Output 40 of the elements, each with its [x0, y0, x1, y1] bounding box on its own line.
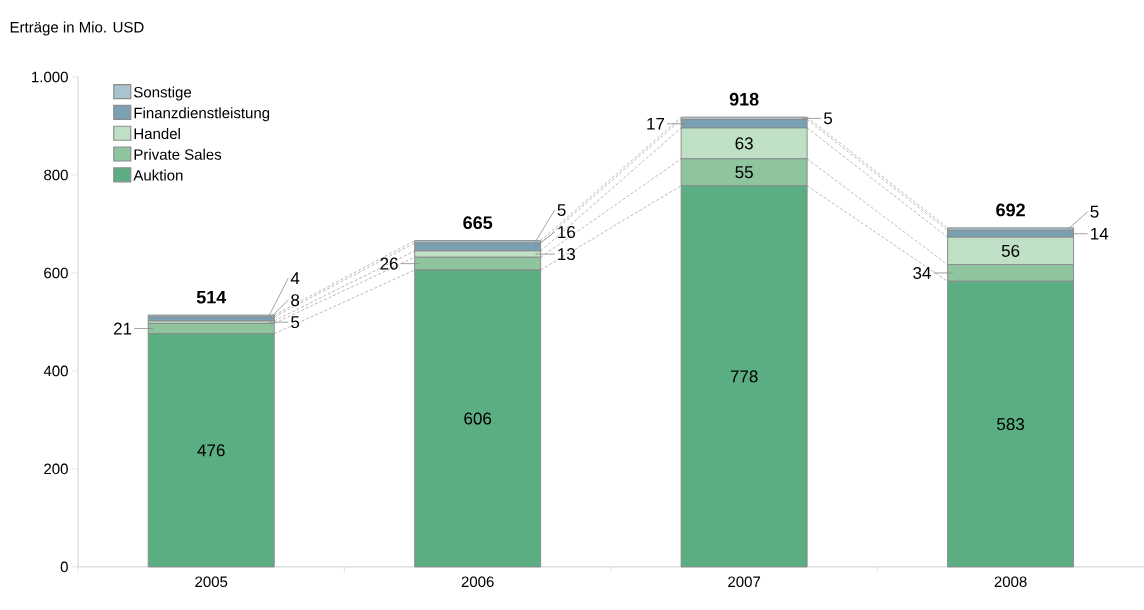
data-label: 4 [290, 272, 300, 285]
data-label: 778 [730, 370, 758, 383]
data-label: 13 [558, 248, 576, 261]
data-label: 21 [114, 322, 132, 335]
x-tick-label: 2007 [728, 576, 761, 588]
total-label: 692 [996, 203, 1025, 217]
y-axis-title: Erträge in Mio. USD [10, 21, 144, 36]
x-tick-label: 2006 [461, 576, 494, 588]
x-tick-label: 2005 [195, 576, 228, 588]
data-label: 583 [997, 418, 1025, 431]
data-label: 5 [557, 204, 566, 217]
y-tick-label: 200 [44, 463, 68, 475]
data-label: 5 [824, 112, 833, 125]
data-label: 17 [647, 117, 665, 130]
data-label: 26 [380, 257, 398, 270]
data-label: 34 [913, 266, 931, 280]
data-label: 5 [291, 316, 300, 329]
y-tick-label: 600 [44, 267, 68, 279]
y-tick-label: 800 [44, 169, 68, 181]
legend-label: Auktion [133, 169, 183, 181]
legend-label: Sonstige [134, 86, 192, 101]
x-tick-label: 2008 [994, 576, 1027, 588]
data-label: 16 [558, 226, 576, 239]
data-label: 56 [1001, 244, 1020, 257]
y-tick-label: 0 [60, 561, 68, 573]
data-label: 14 [1091, 227, 1109, 240]
data-label: 5 [1090, 205, 1099, 218]
y-tick-label: 1.000 [32, 71, 68, 83]
data-label: 606 [464, 412, 492, 425]
total-label: 918 [729, 92, 759, 106]
data-label: 8 [291, 294, 300, 307]
legend-label: Finanzdienstleistung [134, 107, 270, 122]
data-label: 476 [197, 444, 225, 457]
data-label: 63 [735, 137, 753, 150]
total-label: 514 [196, 291, 227, 304]
y-tick-label: 400 [43, 365, 68, 377]
data-label: 55 [735, 166, 753, 179]
legend-label: Handel [134, 128, 180, 140]
legend-label: Private Sales [134, 148, 222, 160]
total-label: 665 [463, 216, 493, 230]
